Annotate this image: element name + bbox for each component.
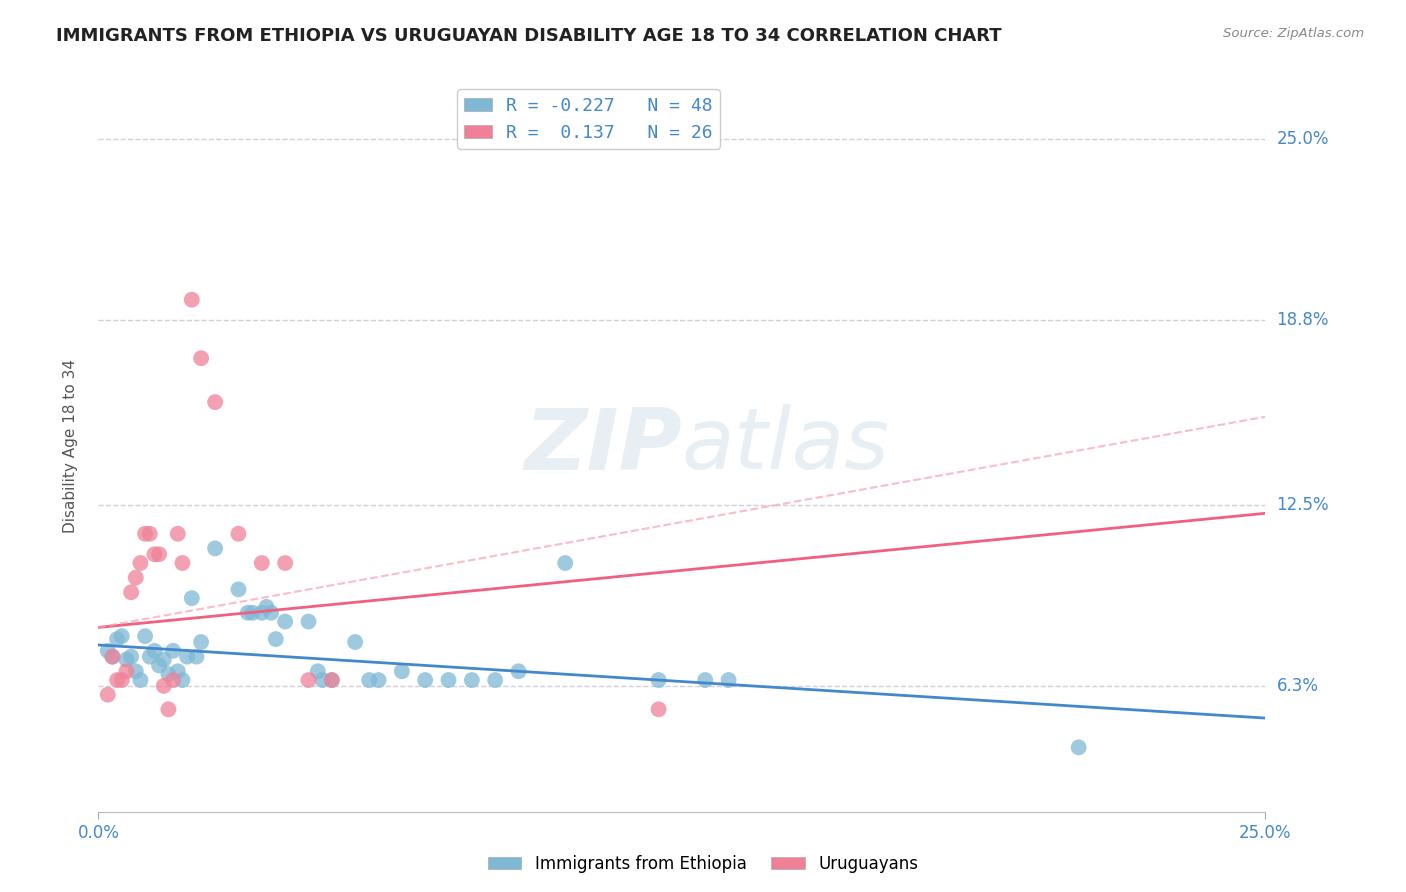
Point: [359, 673, 381, 687]
Legend: R = -0.227   N = 48, R =  0.137   N = 26: R = -0.227 N = 48, R = 0.137 N = 26: [457, 89, 720, 149]
Text: 6.3%: 6.3%: [1277, 677, 1319, 695]
Point: [236, 606, 259, 620]
Point: [101, 649, 124, 664]
Point: [1067, 740, 1090, 755]
Point: [508, 665, 530, 679]
Point: [111, 629, 134, 643]
Point: [242, 606, 264, 620]
Point: [120, 585, 142, 599]
Point: [129, 673, 152, 687]
Point: [125, 571, 148, 585]
Point: [228, 526, 250, 541]
Point: [250, 556, 273, 570]
Point: [97, 688, 120, 702]
Text: 12.5%: 12.5%: [1277, 496, 1329, 514]
Point: [129, 556, 152, 570]
Point: [139, 526, 162, 541]
Point: [180, 591, 202, 606]
Point: [344, 635, 367, 649]
Point: [260, 606, 283, 620]
Point: [190, 635, 212, 649]
Point: [391, 665, 413, 679]
Point: [105, 632, 128, 646]
Point: [228, 582, 250, 597]
Point: [297, 615, 319, 629]
Legend: Immigrants from Ethiopia, Uruguayans: Immigrants from Ethiopia, Uruguayans: [481, 848, 925, 880]
Point: [115, 652, 138, 666]
Point: [321, 673, 343, 687]
Point: [143, 547, 166, 561]
Point: [554, 556, 576, 570]
Point: [105, 673, 128, 687]
Point: [321, 673, 343, 687]
Text: Source: ZipAtlas.com: Source: ZipAtlas.com: [1223, 27, 1364, 40]
Point: [484, 673, 506, 687]
Point: [307, 665, 329, 679]
Point: [152, 679, 174, 693]
Point: [120, 649, 142, 664]
Point: [256, 599, 278, 614]
Point: [166, 665, 188, 679]
Text: 25.0%: 25.0%: [1277, 130, 1329, 148]
Text: IMMIGRANTS FROM ETHIOPIA VS URUGUAYAN DISABILITY AGE 18 TO 34 CORRELATION CHART: IMMIGRANTS FROM ETHIOPIA VS URUGUAYAN DI…: [56, 27, 1002, 45]
Point: [647, 673, 669, 687]
Point: [157, 667, 180, 681]
Point: [190, 351, 212, 366]
Text: 18.8%: 18.8%: [1277, 311, 1329, 329]
Text: ZIP: ZIP: [524, 404, 682, 488]
Y-axis label: Disability Age 18 to 34: Disability Age 18 to 34: [63, 359, 77, 533]
Point: [111, 673, 134, 687]
Point: [311, 673, 333, 687]
Point: [134, 629, 156, 643]
Point: [264, 632, 287, 646]
Point: [172, 556, 194, 570]
Point: [176, 649, 198, 664]
Point: [97, 644, 120, 658]
Point: [162, 673, 184, 687]
Point: [139, 649, 162, 664]
Text: atlas: atlas: [682, 404, 890, 488]
Point: [143, 644, 166, 658]
Point: [274, 615, 297, 629]
Point: [695, 673, 717, 687]
Point: [162, 644, 184, 658]
Point: [461, 673, 484, 687]
Point: [101, 649, 124, 664]
Point: [115, 665, 138, 679]
Point: [297, 673, 319, 687]
Point: [204, 395, 226, 409]
Point: [157, 702, 180, 716]
Point: [148, 547, 170, 561]
Point: [125, 665, 148, 679]
Point: [166, 526, 188, 541]
Point: [367, 673, 389, 687]
Point: [204, 541, 226, 556]
Point: [152, 652, 174, 666]
Point: [134, 526, 156, 541]
Point: [180, 293, 202, 307]
Point: [647, 702, 669, 716]
Point: [250, 606, 273, 620]
Point: [186, 649, 208, 664]
Point: [172, 673, 194, 687]
Point: [437, 673, 460, 687]
Point: [148, 658, 170, 673]
Point: [274, 556, 297, 570]
Point: [717, 673, 740, 687]
Point: [413, 673, 436, 687]
